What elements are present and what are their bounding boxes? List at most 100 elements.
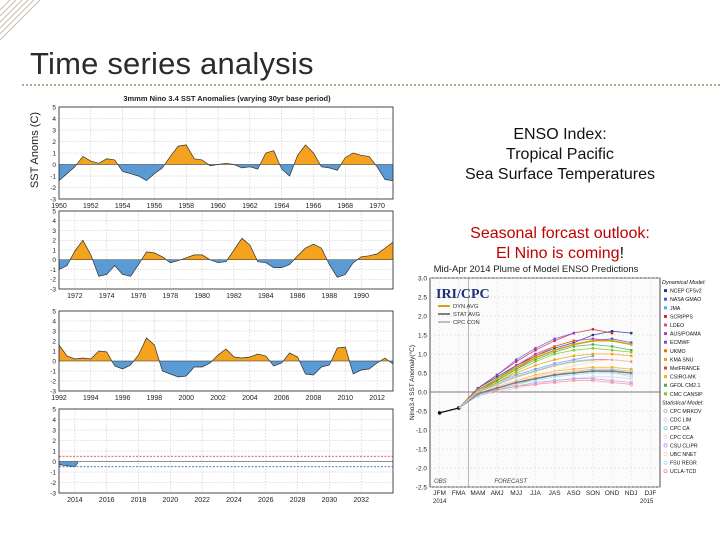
y-tick-label: 2 (52, 238, 56, 245)
y-tick-label: 5 (52, 104, 56, 111)
series-point (591, 354, 595, 358)
x-tick-label: 1952 (83, 203, 99, 210)
series-point (629, 382, 633, 386)
legend-swatch (664, 340, 667, 344)
series-point (552, 380, 557, 385)
x-tick-label: 1956 (147, 203, 163, 210)
series-line (458, 370, 632, 409)
panel-frame (58, 310, 394, 392)
series-point (630, 331, 633, 335)
y-tick-label: 3 (52, 427, 56, 434)
x-tick-label: 2028 (290, 497, 306, 504)
series-point (630, 368, 633, 371)
outlook-exclamation: ! (619, 245, 625, 262)
y-tick-label: -3 (50, 286, 56, 293)
x-tick-label: 1982 (226, 293, 242, 300)
y-tick-label: 0 (52, 358, 56, 365)
legend-label: CSU CLIPR (670, 443, 698, 449)
enso-line-2: Tropical Pacific (506, 146, 614, 163)
x-tick-label: 2030 (322, 497, 338, 504)
legend-swatch (664, 383, 667, 387)
legend-swatch (664, 392, 667, 396)
series-point (629, 380, 633, 385)
series-cmc-cansip (458, 347, 633, 409)
legend-swatch (664, 357, 667, 361)
legend-label: UBC NNET (670, 452, 697, 458)
y-tick-label: -2 (50, 378, 56, 385)
series-point (476, 387, 480, 390)
x-tick-label: JAS (549, 490, 562, 497)
legend-swatch (664, 332, 667, 336)
chart-background (22, 92, 400, 510)
series-point (591, 369, 595, 373)
y-tick-label: -2.0 (416, 466, 428, 473)
y-tick-label: 4 (52, 116, 56, 123)
series-point (534, 369, 537, 373)
corner-ornament (0, 0, 41, 41)
series-point (610, 345, 614, 348)
x-year-end: 2015 (640, 499, 654, 505)
legend-label: GFDL CM2.1 (670, 383, 700, 389)
x-tick-label: 1986 (290, 293, 306, 300)
x-tick-label: JFM (433, 490, 446, 497)
series-line (458, 376, 632, 409)
series-point (610, 352, 614, 356)
series-point (495, 387, 499, 390)
legend-label: SCRIPPS (670, 314, 693, 320)
series-point (572, 358, 575, 361)
series-point (534, 354, 537, 358)
y-tick-label: -0.5 (416, 409, 428, 416)
series-point (610, 375, 614, 379)
series-point (610, 349, 614, 352)
series-point (591, 339, 595, 342)
y-tick-label: 3 (52, 228, 56, 235)
legend-swatch (664, 314, 667, 318)
series-point (553, 337, 556, 340)
series-point (533, 382, 538, 386)
series-point (629, 375, 633, 379)
legend-label: CSIRO-MK (670, 375, 696, 381)
series-point (534, 352, 537, 356)
x-tick-label: 1994 (83, 395, 99, 402)
series-point (610, 378, 614, 383)
y-tick-label: -1 (50, 173, 56, 180)
y-tick-label: 0 (52, 257, 56, 264)
series-point (476, 392, 480, 396)
y-tick-label: 1 (52, 150, 56, 157)
enso-line-3: Sea Surface Temperatures (464, 166, 656, 183)
enso-index-caption: ENSO Index: Tropical Pacific Sea Surface… (440, 125, 680, 185)
series-point (515, 371, 518, 375)
x-tick-label: 1992 (51, 395, 67, 402)
series-point (515, 375, 518, 378)
anomaly-line (59, 337, 393, 378)
series-point (495, 383, 499, 386)
x-tick-label: 2026 (258, 497, 274, 504)
legend-swatch (664, 366, 667, 370)
y-tick-label: 1.0 (418, 352, 427, 359)
chart-title: Mid-Apr 2014 Plume of Model ENSO Predict… (434, 264, 639, 275)
outlook-line-2-text: El Nino is coming (495, 245, 620, 262)
series-point (630, 343, 633, 346)
series-stat-avg (458, 369, 633, 409)
x-tick-label: OND (605, 490, 620, 497)
series-point (591, 337, 595, 340)
legend-swatch (664, 375, 667, 379)
x-tick-label: 2022 (194, 497, 210, 504)
inset-legend-label: DYN AVG (453, 304, 479, 310)
series-line (458, 380, 632, 409)
x-tick-label: 1996 (115, 395, 131, 402)
series-point (534, 349, 537, 352)
y-tick-label: -2 (50, 277, 56, 284)
y-tick-label: -2 (50, 185, 56, 192)
series-point (553, 349, 556, 352)
legend-swatch (664, 306, 667, 310)
x-tick-label: 1954 (115, 203, 131, 210)
legend-label: CMC CANSIP (670, 392, 703, 398)
cool-anomaly-area (59, 164, 393, 181)
series-ecmwf (458, 331, 575, 409)
anomaly-line (59, 237, 393, 278)
y-tick-label: 2 (52, 338, 56, 345)
inset-legend-label: CPC CON (453, 320, 480, 326)
y-tick-label: -1.0 (416, 428, 428, 435)
